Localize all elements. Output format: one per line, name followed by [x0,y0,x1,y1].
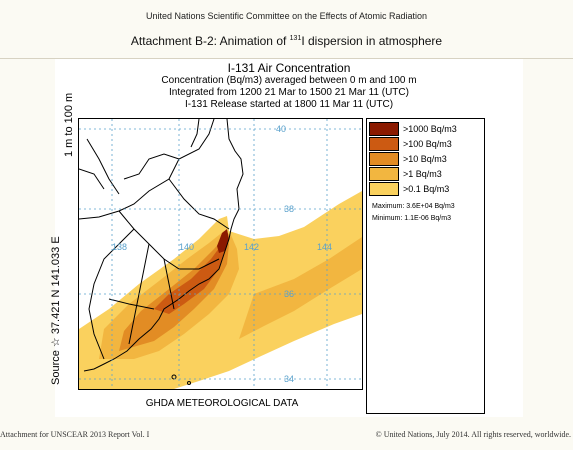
lon-label-144: 144 [317,242,333,252]
lat-label-36: 36 [284,289,295,299]
legend-item-10: >10 Bq/m3 [369,151,481,166]
legend-minimum: Minimum: 1.1E-06 Bq/m3 [372,215,451,222]
source-location-label: Source ☆ 37.421 N 141.033 E [50,236,62,385]
legend-item-0.1: >0.1 Bq/m3 [369,181,481,196]
legend-label: >1000 Bq/m3 [403,123,457,134]
legend-item-1000: >1000 Bq/m3 [369,121,481,136]
legend-swatch-1000 [369,121,399,136]
plot-subtitle-3: I-131 Release started at 1800 11 Mar 11 … [184,99,394,110]
height-range-label: 1 m to 100 m [63,92,75,157]
title-prefix: Attachment B-2: Animation of [130,34,290,48]
plot-title: I-131 Air Concentration [227,61,351,75]
lat-label-38: 38 [284,204,295,214]
legend-label: >0.1 Bq/m3 [403,183,450,194]
org-name: United Nations Scientific Committee on t… [146,11,427,21]
plume-level-1-east [239,237,362,339]
plot-subtitle-2: Integrated from 1200 21 Mar to 1500 21 M… [169,87,409,98]
dispersion-map: 40 38 36 34 138 140 142 144 [78,118,363,390]
legend-item-100: >100 Bq/m3 [369,136,481,151]
title-suffix: I dispersion in atmosphere [301,34,443,48]
plot-subtitle-1: Concentration (Bq/m3) averaged between 0… [161,75,417,86]
legend: >1000 Bq/m3 >100 Bq/m3 >10 Bq/m3 >1 Bq/m… [366,118,485,414]
plot-header: I-131 Air Concentration Concentration (B… [55,59,523,111]
lon-label-142: 142 [244,242,260,252]
meteorological-data-label: GHDA METEOROLOGICAL DATA [145,398,299,409]
legend-swatch-100 [369,136,399,151]
legend-item-1: >1 Bq/m3 [369,166,481,181]
plot-panel: I-131 Air Concentration Concentration (B… [50,59,523,417]
lon-label-138: 138 [112,242,128,252]
graticule [79,119,362,389]
lat-label-34: 34 [284,374,295,384]
footer-left: Attachment for UNSCEAR 2013 Report Vol. … [0,430,150,439]
legend-label: >10 Bq/m3 [403,153,447,164]
lon-label-140: 140 [179,242,195,252]
legend-swatch-0.1 [369,181,399,196]
isotope-mass: 131 [289,35,302,42]
footer-right: © United Nations, July 2014. All rights … [375,430,571,439]
legend-label: >100 Bq/m3 [403,138,452,149]
legend-maximum: Maximum: 3.6E+04 Bq/m3 [372,203,455,210]
header-divider [0,58,573,59]
coastline [79,119,244,372]
legend-label: >1 Bq/m3 [403,168,442,179]
legend-swatch-10 [369,151,399,166]
map-svg [79,119,362,389]
lat-label-40: 40 [276,124,287,134]
legend-swatch-1 [369,166,399,181]
attachment-title: Attachment B-2: Animation of 131I disper… [0,34,573,48]
